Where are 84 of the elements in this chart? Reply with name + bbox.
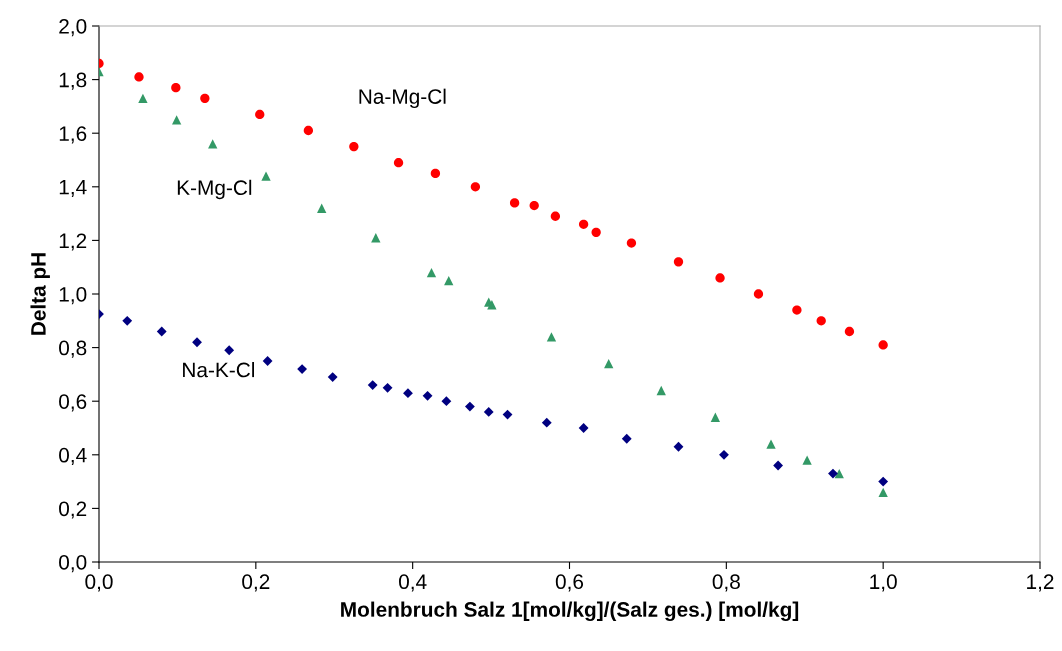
point	[710, 412, 721, 422]
point	[382, 382, 393, 393]
point	[470, 182, 481, 192]
point	[303, 125, 314, 136]
point	[719, 449, 729, 460]
x-tick-label: 1,0	[870, 574, 897, 592]
point	[673, 257, 684, 267]
point	[430, 168, 441, 179]
point	[171, 115, 182, 125]
y-tick-label: 0,8	[59, 340, 87, 358]
x-tick-label: 1,2	[1027, 574, 1054, 592]
point	[802, 455, 812, 465]
point	[255, 109, 265, 120]
point	[673, 441, 684, 452]
point	[502, 409, 513, 420]
x-tick-label: 0,0	[85, 574, 113, 592]
y-tick-label: 1,2	[59, 233, 87, 251]
point	[208, 139, 218, 149]
y-tick-label: 0,4	[59, 447, 87, 466]
point	[422, 390, 433, 401]
point	[715, 273, 725, 283]
point	[591, 227, 601, 238]
y-axis-title: Delta pH	[30, 253, 50, 335]
point	[403, 388, 413, 399]
point	[297, 364, 308, 374]
point	[200, 93, 210, 104]
point	[878, 476, 889, 487]
y-tick-label: 1,4	[59, 180, 87, 198]
point	[444, 275, 454, 286]
point	[621, 433, 632, 444]
point	[773, 460, 783, 471]
point	[578, 423, 589, 433]
y-tick-label: 1,6	[59, 126, 87, 144]
point	[262, 356, 273, 366]
point	[134, 72, 144, 82]
point	[792, 305, 802, 315]
y-tick-label: 2,0	[59, 19, 87, 37]
x-tick-label: 0,4	[399, 574, 427, 592]
point	[192, 337, 202, 348]
point	[224, 345, 235, 356]
y-tick-label: 1,8	[59, 72, 87, 90]
point	[626, 238, 637, 248]
x-tick-label: 0,8	[712, 574, 740, 592]
point	[844, 326, 855, 337]
point	[138, 93, 148, 104]
point	[171, 82, 181, 93]
point	[550, 211, 561, 221]
point	[261, 171, 271, 181]
point	[327, 372, 338, 382]
point	[371, 233, 381, 243]
point	[546, 332, 557, 342]
point	[816, 316, 826, 326]
point	[349, 141, 359, 152]
y-tick-label: 0,6	[59, 394, 87, 412]
y-tick-label: 1,0	[59, 287, 87, 305]
y-tick-label: 0,0	[59, 555, 87, 573]
point	[878, 340, 888, 350]
point	[122, 315, 133, 326]
point	[367, 380, 378, 391]
point	[604, 359, 614, 369]
point	[541, 417, 552, 428]
point	[426, 267, 437, 278]
point	[834, 468, 844, 479]
point	[465, 401, 475, 412]
point	[656, 385, 666, 396]
series-label: Na-K-Cl	[183, 362, 255, 378]
point	[509, 198, 520, 208]
point	[317, 203, 327, 213]
x-tick-label: 0,2	[242, 574, 270, 592]
series-label: K-Mg-Cl	[177, 179, 252, 200]
point	[878, 487, 888, 497]
point	[156, 326, 167, 337]
point	[828, 468, 838, 479]
x-axis-title: Molenbruch Salz 1[mol/kg]/(Salz ges.) [mol/kg]	[341, 601, 799, 622]
y-tick-label: 0,2	[59, 501, 87, 519]
point	[529, 200, 539, 211]
series-label: Na-Mg-Cl	[359, 88, 446, 109]
point	[766, 439, 776, 449]
point	[483, 407, 494, 417]
point	[441, 396, 452, 407]
point	[578, 219, 589, 229]
point	[393, 158, 404, 168]
point	[753, 289, 764, 299]
x-tick-label: 0,6	[555, 574, 584, 592]
